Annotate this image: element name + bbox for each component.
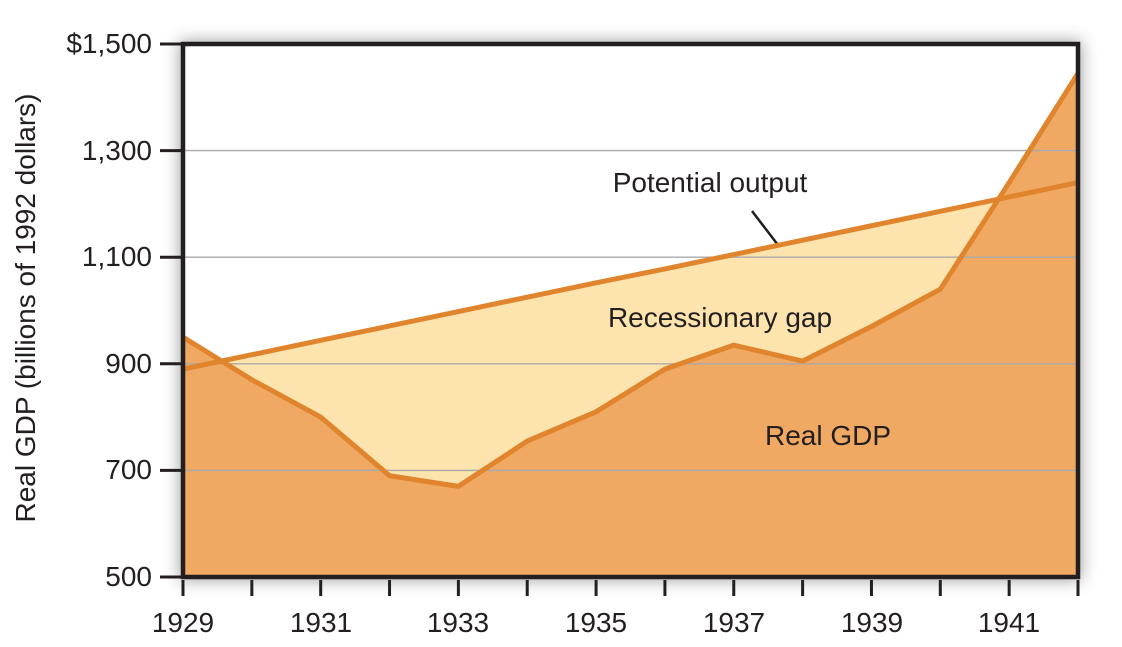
plot-frame [180, 41, 1081, 580]
x-tick-label-1941: 1941 [977, 607, 1041, 638]
real-gdp-label: Real GDP [764, 420, 892, 451]
y-tick-label-1500: $1,500 [66, 28, 152, 59]
x-tick-label-1931: 1931 [289, 607, 353, 638]
y-tick-label-500: 500 [105, 561, 152, 592]
y-tick-label-1100: 1,100 [81, 241, 152, 272]
real-gdp-area [183, 73, 1078, 577]
potential-output-line [182, 180, 1079, 372]
y-tick-label-900: 900 [105, 348, 152, 379]
x-tick-label-1939: 1939 [840, 607, 904, 638]
y-tick-label-700: 700 [105, 454, 152, 485]
real-gdp-line [181, 71, 1081, 489]
x-tick-label-1935: 1935 [564, 607, 628, 638]
x-tick-label-1937: 1937 [702, 607, 766, 638]
potential-output-pointer-line [751, 210, 779, 246]
y-tick-label-1300: 1,300 [81, 135, 152, 166]
potential-output-label: Potential output [612, 167, 808, 198]
x-tick-label-1929: 1929 [151, 607, 215, 638]
x-tick-label-1933: 1933 [426, 607, 490, 638]
recessionary-gap-label: Recessionary gap [607, 302, 833, 333]
